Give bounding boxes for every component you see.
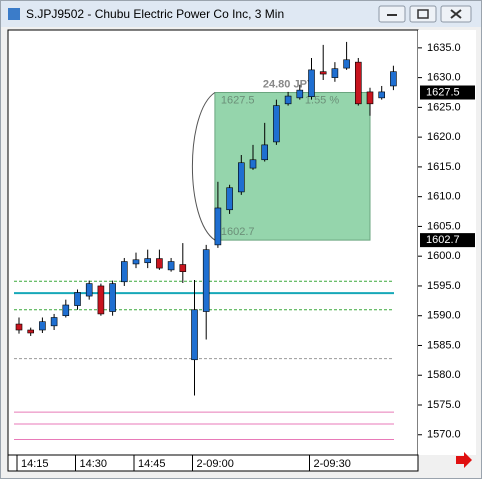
- y-tick-label: 1635.0: [427, 42, 461, 54]
- candle-body: [261, 144, 269, 161]
- y-tick-label: 1615.0: [427, 161, 461, 173]
- candle-body: [296, 89, 304, 99]
- candle-body: [179, 264, 187, 272]
- window-icon: [8, 8, 20, 20]
- x-tick-label: 2-09:30: [314, 458, 351, 470]
- candle-body: [109, 283, 116, 312]
- x-tick-label: 2-09:00: [197, 458, 234, 470]
- y-tick-label: 1610.0: [427, 191, 461, 203]
- candle-body: [214, 207, 222, 246]
- candle-body: [27, 329, 35, 334]
- y-tick-label: 1620.0: [427, 131, 461, 143]
- maximize-button[interactable]: [409, 5, 437, 23]
- measure-change: 24.80 JPY: [263, 78, 315, 90]
- y-tick-label: 1585.0: [427, 339, 461, 351]
- candle-body: [284, 95, 292, 105]
- y-tick-label: 1580.0: [427, 369, 461, 381]
- measure-percent: 1.55 %: [305, 94, 339, 106]
- scroll-arrow[interactable]: [456, 452, 472, 468]
- measure-low-label: 1602.7: [221, 226, 255, 238]
- y-tick-label: 1595.0: [427, 280, 461, 292]
- candle-body: [343, 59, 350, 69]
- candle-body: [390, 71, 397, 87]
- candle-body: [273, 105, 280, 143]
- candle-body: [74, 292, 81, 306]
- measure-high-label: 1627.5: [221, 94, 255, 106]
- y-tick-label: 1575.0: [427, 399, 461, 411]
- candle-body: [249, 159, 257, 169]
- candle-body: [378, 91, 386, 99]
- candle-body: [97, 285, 105, 315]
- candle-body: [366, 91, 374, 105]
- x-tick-label: 14:45: [138, 458, 166, 470]
- maximize-icon: [417, 9, 429, 19]
- y-tick-label: 1605.0: [427, 220, 461, 232]
- candle-body: [308, 69, 315, 97]
- candle-body: [15, 323, 23, 331]
- y-tick-label: 1600.0: [427, 250, 461, 262]
- y-tick-label: 1570.0: [427, 429, 461, 441]
- candle-body: [39, 321, 46, 331]
- measure-curve: [191, 92, 216, 241]
- candle-body: [156, 258, 163, 269]
- candle-body: [85, 283, 93, 297]
- candle-body: [191, 309, 198, 361]
- price-marker: [420, 85, 475, 100]
- candle-body: [354, 61, 362, 105]
- x-tick-label: 14:30: [80, 458, 108, 470]
- candle-body: [121, 261, 128, 283]
- y-tick-label: 1590.0: [427, 310, 461, 322]
- price-marker-label: 1602.7: [426, 234, 460, 246]
- candle-body: [62, 304, 70, 317]
- price-marker: [420, 233, 475, 248]
- price-marker-label: 1627.5: [426, 86, 460, 98]
- close-icon: [450, 9, 462, 19]
- y-tick-label: 1625.0: [427, 101, 461, 113]
- window-buttons[interactable]: [378, 5, 472, 23]
- y-tick-label: 1630.0: [427, 72, 461, 84]
- candle-body: [238, 162, 245, 193]
- candle-body: [167, 261, 175, 271]
- window-title: S.JPJ9502 - Chubu Electric Power Co Inc,…: [26, 7, 284, 21]
- x-tick-label: 14:15: [21, 458, 49, 470]
- plot: 1570.0 1575.0 1580.0 1585.0 1590.0 1595.0 1600…: [14, 42, 475, 471]
- candle-body: [202, 249, 210, 312]
- candle-body: [331, 68, 339, 78]
- candle-body: [144, 258, 151, 264]
- candle-body: [50, 317, 58, 327]
- candle-body: [319, 71, 327, 75]
- candle-body: [132, 259, 140, 265]
- time-axis: [7, 454, 419, 472]
- candle-body: [226, 187, 233, 211]
